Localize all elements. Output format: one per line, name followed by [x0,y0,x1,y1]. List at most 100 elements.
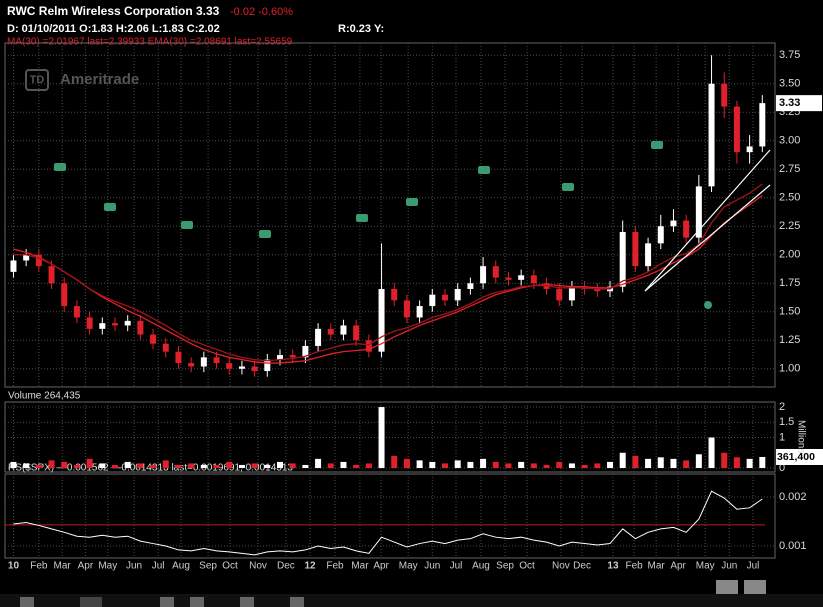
candle-body [175,351,182,364]
panel-title: Volume 264,435 [8,391,81,402]
candle-body [35,254,42,267]
candle-body [442,294,448,301]
x-tick-label: 10 [8,561,20,572]
volume-bar [35,464,42,468]
candle-body [746,146,753,153]
x-tick-label: Oct [222,561,238,572]
volume-bar [327,463,334,468]
volume-bar [556,461,563,468]
volume-bar [378,407,385,468]
tool-button[interactable] [20,597,34,607]
candle-body [112,323,118,326]
x-tick-label: Jul [747,561,760,572]
volume-bar [226,461,233,468]
candle-body [657,226,664,244]
volume-bar [505,463,512,468]
event-icon [704,301,712,309]
candle-body [619,231,626,287]
studies: MA(30) =2.01967 last=2.39933 EMA(30) =2.… [7,37,293,48]
candle-body [238,366,245,369]
candle-body [733,106,740,153]
volume-bar [721,452,728,468]
tool-button[interactable] [160,597,174,607]
candle-body [99,323,106,329]
x-tick-label: Feb [30,561,48,572]
moving-average [13,194,763,364]
y-tick-label: 3.00 [779,135,800,147]
tool-button[interactable] [290,597,304,607]
candle-body [556,288,563,301]
volume-bar [454,460,461,468]
zoom-in[interactable] [716,580,738,594]
panel-frame [4,401,776,473]
candle-body [150,334,157,344]
y-tick-label: 2 [779,401,785,413]
tool-button[interactable] [190,597,204,607]
volume-bar [340,461,347,468]
last-price: 3.33 [196,4,220,18]
y-tick-label: 0 [779,462,785,474]
x-tick-label: Mar [647,561,665,572]
y-tick-label: 3.75 [779,49,800,61]
toolbar-bg [0,594,823,607]
y-tick-label: 2.50 [779,192,800,204]
volume-bar [632,455,639,468]
x-tick-label: Sep [199,561,217,572]
candle-body [188,363,195,367]
volume-bar [480,458,487,468]
trend-line [644,184,771,292]
candle-body [683,220,690,238]
zoom-out[interactable] [744,580,766,594]
candle-body [86,317,93,329]
tool-button[interactable] [80,597,102,607]
x-tick-label: Aug [472,561,490,572]
event-icon [356,214,368,222]
volume-bar [61,461,68,468]
y-tick-label: 1.25 [779,334,800,346]
volume-bar [315,458,322,468]
candle-body [73,306,80,318]
volume-bar [99,463,106,468]
y-tick-label: 3.50 [779,78,800,90]
candle-body [429,294,436,307]
candle-body [302,345,309,358]
volume-bar [150,464,157,468]
candle-body [378,288,385,352]
moving-average [13,183,763,362]
x-tick-label: Jul [152,561,165,572]
volume-bar [746,458,753,468]
volume-bar [86,458,93,468]
tool-button[interactable] [240,597,254,607]
candle-body [289,355,296,358]
volume-bar [277,461,283,468]
volume-bar [581,464,588,468]
axis-label: Millions [795,420,806,453]
volume-bar [23,463,30,468]
candle-body [226,363,233,369]
volume-bar [112,464,118,468]
volume-bar [302,464,309,468]
logo-box [25,69,49,91]
x-tick-label: 13 [607,561,619,572]
volume-bar [759,456,766,468]
event-icons [54,141,712,309]
event-icon [651,141,663,149]
event-icon [104,203,116,211]
x-tick-label: Oct [519,561,535,572]
volume-bar [657,457,664,468]
symbol: RWC Relm Wireless Corporation [7,4,193,18]
price-tag-bg [776,95,822,112]
candle-body [10,260,17,272]
volume-bar [607,461,613,468]
volume-bar [403,458,410,468]
price-tag: 3.33 [779,97,800,109]
volume-bar [733,457,740,468]
volume-bar [175,464,182,468]
volume-bar [124,461,131,468]
volume-bar [73,464,80,468]
x-tick-label: Dec [573,561,591,572]
y-tick-label: 1.5 [779,416,794,428]
event-icon [259,230,271,238]
